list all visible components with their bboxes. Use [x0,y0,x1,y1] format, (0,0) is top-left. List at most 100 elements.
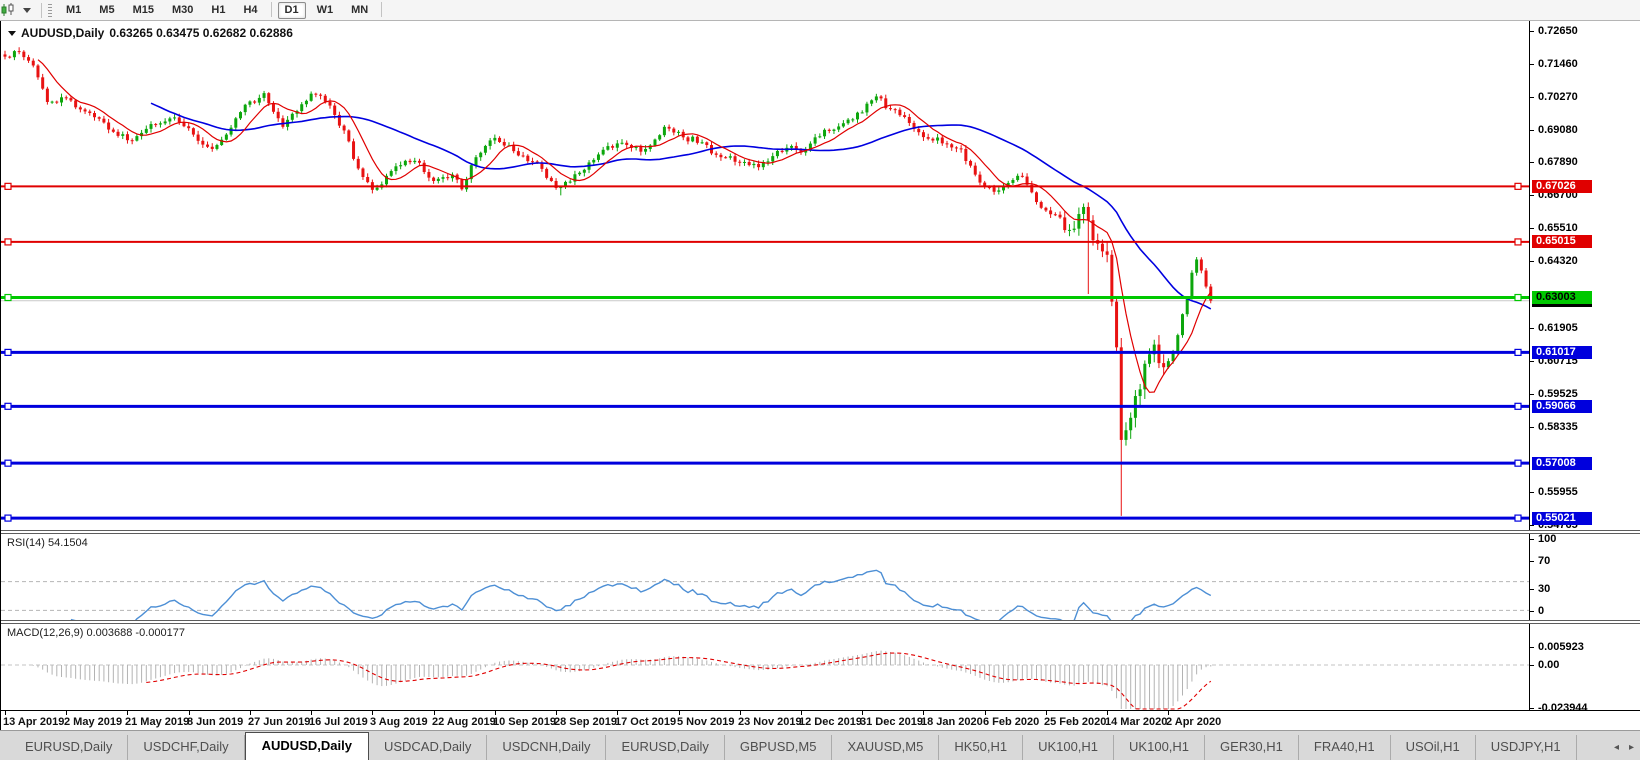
price-axis-tick [1530,394,1534,395]
pane-separator-macd[interactable] [1,620,1640,624]
toolbar-separator [41,2,42,18]
chart-tab-usdjpy-h1[interactable]: USDJPY,H1 [1476,735,1577,760]
chart-tab-usdchf-daily[interactable]: USDCHF,Daily [128,735,245,760]
timeframe-button-m30[interactable]: M30 [171,3,194,16]
timeframe-button-m15[interactable]: M15 [132,3,154,16]
tab-scroll-right-icon[interactable]: ▸ [1628,742,1634,753]
chart-tab-gbpusd-m5[interactable]: GBPUSD,M5 [725,735,833,760]
chart-tab-usdcad-daily[interactable]: USDCAD,Daily [369,735,488,760]
date-axis-tick [372,711,373,715]
rsi-axis-tick [1530,561,1534,562]
timeframe-button-m5[interactable]: M5 [99,3,115,16]
timeframe-toolbar: M1 M5 M15 M30 H1 H4 D1 W1 MN [0,0,1640,21]
price-axis[interactable]: 0.72650 0.71460 0.70270 0.69080 0.67890 0.667… [1529,21,1640,714]
rsi-line [70,569,1212,620]
date-axis-label: 3 Aug 2019 [370,716,428,728]
date-axis-label: 13 Apr 2019 [3,716,65,728]
price-axis-label: 0.72650 [1538,25,1578,37]
date-axis-label: 8 Jun 2019 [187,716,244,728]
chart-tab-fra40-h1[interactable]: FRA40,H1 [1299,735,1391,760]
chart-tab-audusd-daily[interactable]: AUDUSD,Daily [244,732,369,760]
chart-tab-uk100-h1[interactable]: UK100,H1 [1114,735,1206,760]
chart-symbol-label: AUDUSD,Daily [21,26,105,40]
date-axis[interactable]: 13 Apr 2019 2 May 2019 21 May 2019 8 Jun 20… [1,710,1640,730]
chart-tab-usdcnh-daily[interactable]: USDCNH,Daily [487,735,607,760]
date-axis-label: 10 Sep 2019 [493,716,556,728]
price-axis-label: 0.58335 [1538,421,1578,433]
level-price-badge-0.61017: 0.61017 [1532,346,1592,359]
macd-pane[interactable] [1,622,1529,710]
candlestick-chart-icon[interactable] [1,3,20,17]
date-axis-label: 25 Feb 2020 [1044,716,1107,728]
price-axis-tick [1530,195,1534,196]
price-axis-label: 0.65510 [1538,222,1578,234]
price-axis-tick [1530,261,1534,262]
date-axis-tick [434,711,435,715]
chart-tab-ger30-h1[interactable]: GER30,H1 [1205,735,1299,760]
pane-separator-rsi[interactable] [1,530,1640,534]
rsi-axis-label: 100 [1538,533,1557,545]
toolbar-separator [270,1,272,17]
date-axis-tick [127,711,128,715]
level-price-badge-0.59066: 0.59066 [1532,400,1592,413]
date-axis-tick [311,711,312,715]
timeframe-button-mn[interactable]: MN [351,3,369,16]
date-axis-tick [5,711,6,715]
level-price-badge-0.67026: 0.67026 [1532,180,1592,193]
macd-signal-line [146,652,1212,710]
rsi-pane[interactable] [1,532,1529,620]
chart-title: AUDUSD,Daily 0.63265 0.63475 0.62682 0.6… [8,26,293,40]
date-axis-tick [250,711,251,715]
chart-tab-eurusd-daily[interactable]: EURUSD,Daily [606,735,725,760]
macd-axis-tick [1530,708,1534,709]
chart-tab-usoil-h1[interactable]: USOil,H1 [1391,735,1476,760]
price-axis-tick [1530,492,1534,493]
level-price-badge-0.65015: 0.65015 [1532,235,1592,248]
price-axis-tick [1530,31,1534,32]
price-axis-label: 0.61905 [1538,322,1578,334]
macd-axis-label: 0.005923 [1538,641,1584,653]
macd-axis-label: -0.023944 [1538,702,1588,714]
price-axis-tick [1530,228,1534,229]
tab-scroll-nav: ◂ ▸ [1614,742,1634,753]
date-axis-label: 2 Apr 2020 [1166,716,1222,728]
dropdown-caret-icon[interactable] [23,7,31,13]
timeframe-button-d1[interactable]: D1 [277,1,306,19]
date-axis-label: 5 Nov 2019 [677,716,735,728]
timeframe-button-h1[interactable]: H1 [211,3,226,16]
date-axis-label: 22 Aug 2019 [432,716,496,728]
price-chart-pane[interactable] [1,21,1529,530]
date-axis-label: 12 Dec 2019 [799,716,862,728]
date-axis-tick [740,711,741,715]
macd-axis-tick [1530,665,1534,666]
timeframe-button-h4[interactable]: H4 [243,3,258,16]
date-axis-tick [66,711,67,715]
date-axis-tick [1107,711,1108,715]
price-axis-tick [1530,97,1534,98]
ma-fast-line [37,59,1212,393]
date-axis-label: 31 Dec 2019 [860,716,923,728]
price-axis-label: 0.67890 [1538,156,1578,168]
timeframe-button-w1[interactable]: W1 [316,3,334,16]
price-axis-label: 0.59525 [1538,388,1578,400]
toolbar-separator [381,1,383,17]
tab-scroll-left-icon[interactable]: ◂ [1613,742,1619,753]
date-axis-label: 23 Nov 2019 [738,716,802,728]
symbol-dropdown-icon[interactable] [8,30,16,36]
date-axis-label: 27 Jun 2019 [248,716,311,728]
chart-tab-hk50-h1[interactable]: HK50,H1 [939,735,1024,760]
price-axis-label: 0.64320 [1538,255,1578,267]
toolbar-grip[interactable] [48,3,52,17]
chart-tab-uk100-h1[interactable]: UK100,H1 [1023,735,1115,760]
date-axis-label: 17 Oct 2019 [615,716,677,728]
rsi-axis-tick [1530,611,1534,612]
macd-axis-label: 0.00 [1538,659,1560,671]
date-axis-label: 28 Sep 2019 [554,716,617,728]
chart-tab-eurusd-daily[interactable]: EURUSD,Daily [10,735,129,760]
price-axis-tick [1530,328,1534,329]
timeframe-button-m1[interactable]: M1 [66,3,82,16]
price-axis-tick [1530,525,1534,526]
chart-tab-xauusd-m5[interactable]: XAUUSD,M5 [832,735,940,760]
date-axis-tick [189,711,190,715]
